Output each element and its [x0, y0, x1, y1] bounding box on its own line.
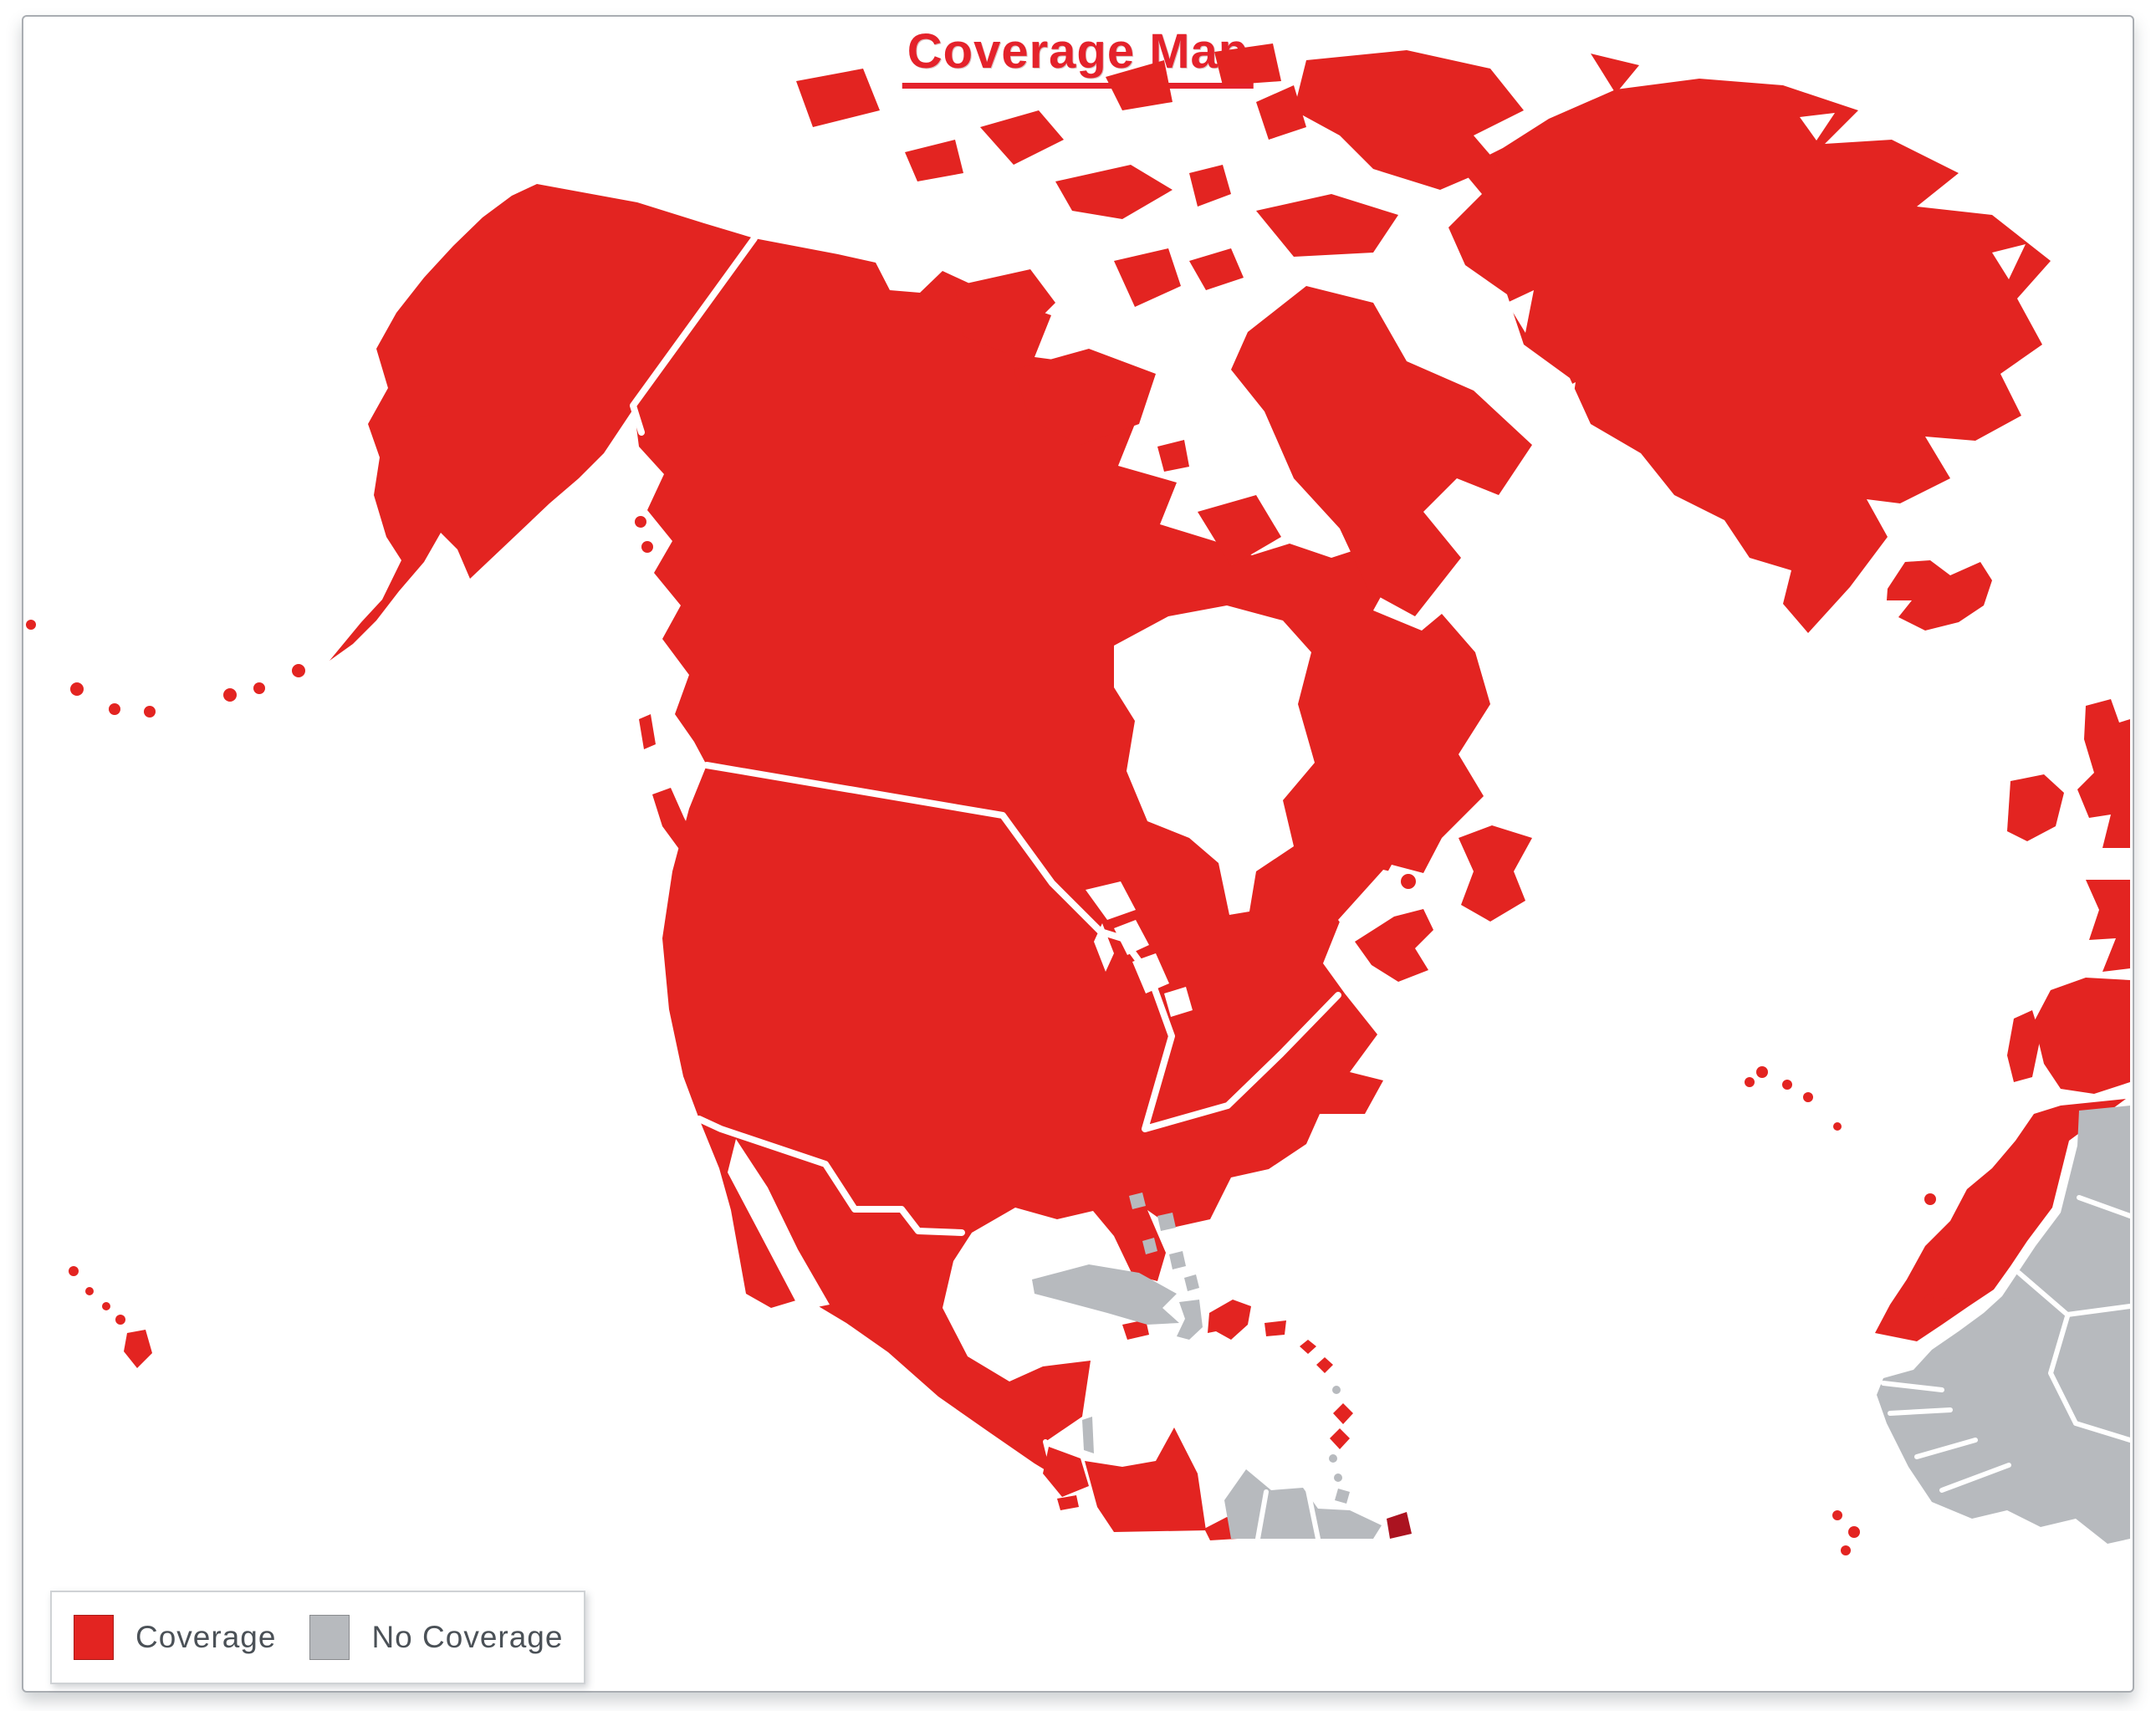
- region-greenland: [1448, 79, 2051, 633]
- region-north-america-mainland: [330, 184, 1490, 1475]
- region-bahamas: [1129, 1193, 1199, 1291]
- region-ireland: [2007, 774, 2064, 841]
- lake-michigan: [1094, 923, 1114, 972]
- region-pacific-coast-islands: [416, 413, 697, 851]
- greenland-coast-notches: [1507, 113, 2026, 497]
- melville-island: [1055, 165, 1173, 219]
- canary-4: [1962, 1293, 1972, 1303]
- region-hawaii: [69, 1266, 152, 1368]
- page-title: Coverage Map: [902, 23, 1254, 89]
- somerset-island: [1189, 248, 1244, 290]
- hudson-bay: [1114, 605, 1315, 915]
- vancouver-island: [652, 788, 697, 851]
- anticosti-island: [1401, 874, 1416, 889]
- border-usa-mexico: [696, 1116, 965, 1236]
- canary-2: [1924, 1295, 1934, 1305]
- region-spain: [2034, 978, 2130, 1094]
- arctic-islet-2: [1214, 43, 1281, 85]
- arctic-islet-3: [796, 69, 880, 127]
- cape-verde-2: [1848, 1526, 1860, 1538]
- region-france-coast: [2086, 880, 2130, 972]
- axel-heiberg-island: [1256, 85, 1306, 140]
- baffin-island: [1231, 286, 1532, 616]
- azores-1: [1756, 1066, 1768, 1078]
- arctic-islet-4: [905, 140, 963, 181]
- st-lawrence-island: [416, 413, 440, 435]
- region-turks-and-caicos: [1177, 1300, 1203, 1340]
- coverage-swatch-icon: [74, 1615, 114, 1660]
- region-south-america-north: [1224, 1469, 1382, 1539]
- no-coverage-swatch-icon: [309, 1615, 350, 1660]
- king-william-island: [1157, 440, 1189, 472]
- region-lesser-antilles-covered: [1300, 1340, 1353, 1449]
- border-alaska-canada: [630, 235, 758, 436]
- coverage-label: Coverage: [135, 1620, 277, 1654]
- border-central-america-3: [1086, 1484, 1100, 1509]
- honduras-nicaragua: [1085, 1428, 1206, 1532]
- region-cuba: [1032, 1264, 1179, 1325]
- banks-island: [955, 269, 1055, 353]
- canary-3: [1941, 1298, 1951, 1308]
- hawaii-big-island: [124, 1330, 152, 1368]
- el-salvador: [1057, 1495, 1079, 1510]
- region-hispaniola: [1208, 1300, 1251, 1340]
- lake-ontario: [1164, 987, 1193, 1017]
- gulf-of-california: [728, 1139, 830, 1310]
- region-atlantic-islands: [1756, 1066, 1972, 1555]
- arctic-islet-1: [1106, 60, 1173, 110]
- lake-superior: [1086, 881, 1136, 920]
- azores-3: [1803, 1092, 1813, 1102]
- region-belize: [1082, 1417, 1094, 1453]
- canary-1: [1908, 1291, 1918, 1301]
- border-canada-usa: [703, 762, 1341, 1132]
- bathurst-island: [1189, 165, 1231, 207]
- gulf-of-st-lawrence: [1338, 856, 1472, 951]
- map-legend: Coverage No Coverage: [50, 1591, 585, 1684]
- region-nova-scotia: [1355, 874, 1433, 982]
- region-central-america: [1043, 1428, 1249, 1540]
- devon-island: [1256, 194, 1398, 257]
- region-puerto-rico: [1264, 1320, 1286, 1336]
- azores-2: [1782, 1080, 1792, 1090]
- region-aleutian-islands: [26, 620, 305, 718]
- west-africa-borders: [1881, 1195, 2133, 1493]
- madeira: [1924, 1193, 1936, 1205]
- region-portugal: [2007, 1010, 2041, 1082]
- no-coverage-label: No Coverage: [371, 1620, 564, 1654]
- southampton-island: [1198, 495, 1281, 566]
- cape-verde-1: [1832, 1510, 1842, 1520]
- guatemala: [1043, 1447, 1089, 1497]
- haida-gwaii: [639, 714, 656, 749]
- region-united-kingdom: [2077, 699, 2130, 848]
- water-cutouts: [728, 605, 1472, 1310]
- victoria-island: [1014, 349, 1156, 445]
- cape-verde-3: [1841, 1545, 1851, 1555]
- region-lesser-antilles-uncovered: [1329, 1386, 1350, 1504]
- ellesmere-island: [1294, 50, 1524, 190]
- map-card: Coverage Map: [22, 15, 2134, 1693]
- lake-huron: [1114, 920, 1149, 955]
- region-west-africa: [1877, 1106, 2130, 1544]
- region-newfoundland: [1459, 825, 1532, 922]
- azores-4: [1833, 1122, 1842, 1131]
- region-jamaica: [1122, 1320, 1149, 1340]
- region-bermuda: [1745, 1077, 1755, 1087]
- region-morocco-western-sahara: [1875, 1099, 2126, 1341]
- region-trinidad: [1387, 1512, 1412, 1539]
- region-canadian-arctic-archipelago: [796, 43, 1639, 616]
- south-america-borders: [1255, 1488, 1321, 1541]
- prince-patrick-island: [980, 110, 1064, 165]
- region-iceland: [1887, 560, 1992, 631]
- arctic-islet-5: [1591, 54, 1639, 94]
- prince-of-wales-island: [1114, 248, 1181, 307]
